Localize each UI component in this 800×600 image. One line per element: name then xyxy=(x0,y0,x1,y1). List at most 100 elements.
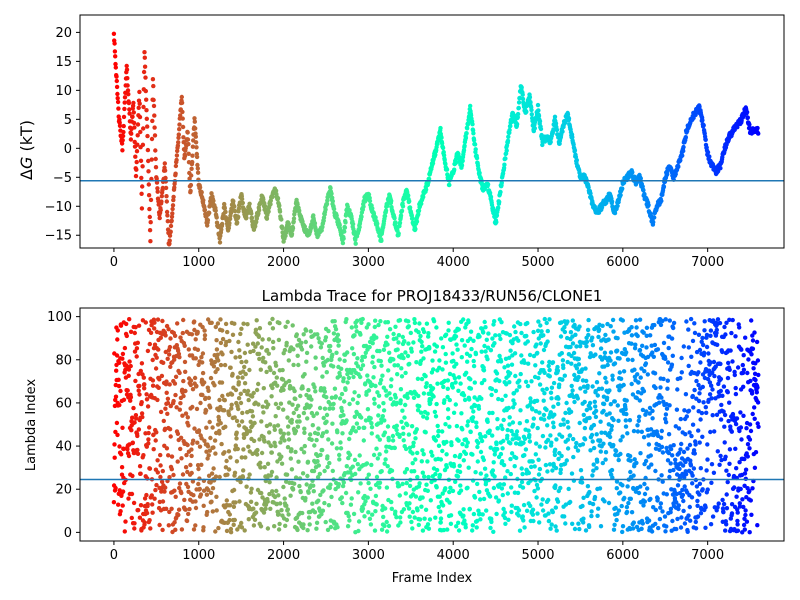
lambda-point xyxy=(658,505,663,510)
delta-g-point xyxy=(147,206,152,212)
lambda-point xyxy=(474,420,479,425)
delta-g-point xyxy=(382,213,388,219)
lambda-point xyxy=(470,452,475,457)
delta-g-point xyxy=(347,208,352,213)
lambda-point xyxy=(376,413,381,418)
lambda-point xyxy=(227,503,233,508)
lambda-point xyxy=(509,509,514,515)
lambda-point xyxy=(437,358,442,363)
lambda-point xyxy=(667,318,672,323)
lambda-point xyxy=(328,343,333,349)
lambda-point xyxy=(616,508,622,513)
lambda-point xyxy=(197,444,203,449)
delta-g-point xyxy=(462,143,467,148)
lambda-point xyxy=(314,526,319,531)
lambda-point xyxy=(326,503,332,508)
lambda-point xyxy=(235,375,241,380)
lambda-point xyxy=(577,526,582,532)
delta-g-point xyxy=(145,133,150,139)
lambda-point xyxy=(245,322,250,327)
lambda-point xyxy=(427,346,432,351)
lambda-point xyxy=(142,520,147,525)
lambda-point xyxy=(261,386,266,391)
lambda-point xyxy=(553,483,558,488)
lambda-point xyxy=(501,417,506,423)
lambda-point xyxy=(512,401,517,406)
lambda-point xyxy=(604,395,610,400)
lambda-point xyxy=(182,359,188,365)
lambda-point xyxy=(531,329,536,335)
lambda-point xyxy=(390,438,396,443)
lambda-point xyxy=(169,454,175,459)
lambda-point xyxy=(587,400,593,406)
delta-g-point xyxy=(560,129,565,134)
lambda-point xyxy=(560,377,565,382)
lambda-point xyxy=(475,459,480,464)
delta-g-point xyxy=(137,101,142,106)
lambda-point xyxy=(535,511,540,516)
lambda-point xyxy=(160,527,165,533)
lambda-point xyxy=(541,347,547,353)
lambda-point xyxy=(624,504,630,510)
lambda-point xyxy=(544,386,549,392)
delta-g-point xyxy=(164,194,169,199)
lambda-point xyxy=(412,469,417,474)
lambda-point xyxy=(320,431,326,436)
top-panel-x-ticks: 0 1000 2000 3000 4000 5000 6000 7000 xyxy=(110,248,724,270)
lambda-point xyxy=(261,355,266,361)
lambda-point xyxy=(382,430,388,435)
lambda-point xyxy=(656,525,661,531)
lambda-point xyxy=(128,363,133,369)
lambda-point xyxy=(116,502,121,507)
lambda-point xyxy=(184,518,190,524)
lambda-point xyxy=(263,506,268,511)
lambda-point xyxy=(186,423,191,428)
lambda-point xyxy=(457,469,463,475)
lambda-point xyxy=(332,386,338,391)
delta-g-point xyxy=(116,106,121,111)
lambda-point xyxy=(655,496,660,501)
lambda-point xyxy=(497,482,503,487)
lambda-point xyxy=(555,364,560,370)
lambda-point xyxy=(460,442,465,447)
lambda-point xyxy=(344,418,349,423)
lambda-point xyxy=(155,470,160,475)
delta-g-point xyxy=(121,123,126,129)
lambda-point xyxy=(341,413,346,418)
lambda-point xyxy=(625,357,631,362)
lambda-point xyxy=(374,502,379,507)
lambda-point xyxy=(559,434,565,439)
lambda-point xyxy=(501,438,506,444)
lambda-point xyxy=(181,378,186,384)
lambda-point xyxy=(267,422,273,427)
lambda-point xyxy=(240,410,245,416)
lambda-point xyxy=(342,358,347,363)
delta-g-point xyxy=(345,204,350,209)
lambda-point xyxy=(131,500,137,506)
lambda-point xyxy=(286,358,291,363)
lambda-point xyxy=(571,436,576,442)
lambda-point xyxy=(663,317,668,322)
lambda-point xyxy=(144,510,150,516)
lambda-point xyxy=(365,495,370,500)
lambda-point xyxy=(632,346,638,351)
delta-g-point xyxy=(151,83,156,89)
lambda-point xyxy=(417,481,422,486)
lambda-point xyxy=(376,404,382,409)
lambda-point xyxy=(293,428,299,434)
lambda-point xyxy=(213,529,218,534)
lambda-point xyxy=(608,402,613,407)
lambda-point xyxy=(288,456,293,461)
lambda-point xyxy=(343,490,349,496)
lambda-point xyxy=(147,425,152,430)
lambda-point xyxy=(447,500,452,505)
lambda-point xyxy=(202,336,207,342)
lambda-point xyxy=(519,466,524,471)
lambda-point xyxy=(665,458,671,463)
lambda-point xyxy=(396,333,402,338)
lambda-point xyxy=(429,449,434,455)
lambda-point xyxy=(356,393,361,399)
lambda-point xyxy=(259,419,264,424)
lambda-point xyxy=(249,486,254,491)
lambda-point xyxy=(437,472,443,478)
